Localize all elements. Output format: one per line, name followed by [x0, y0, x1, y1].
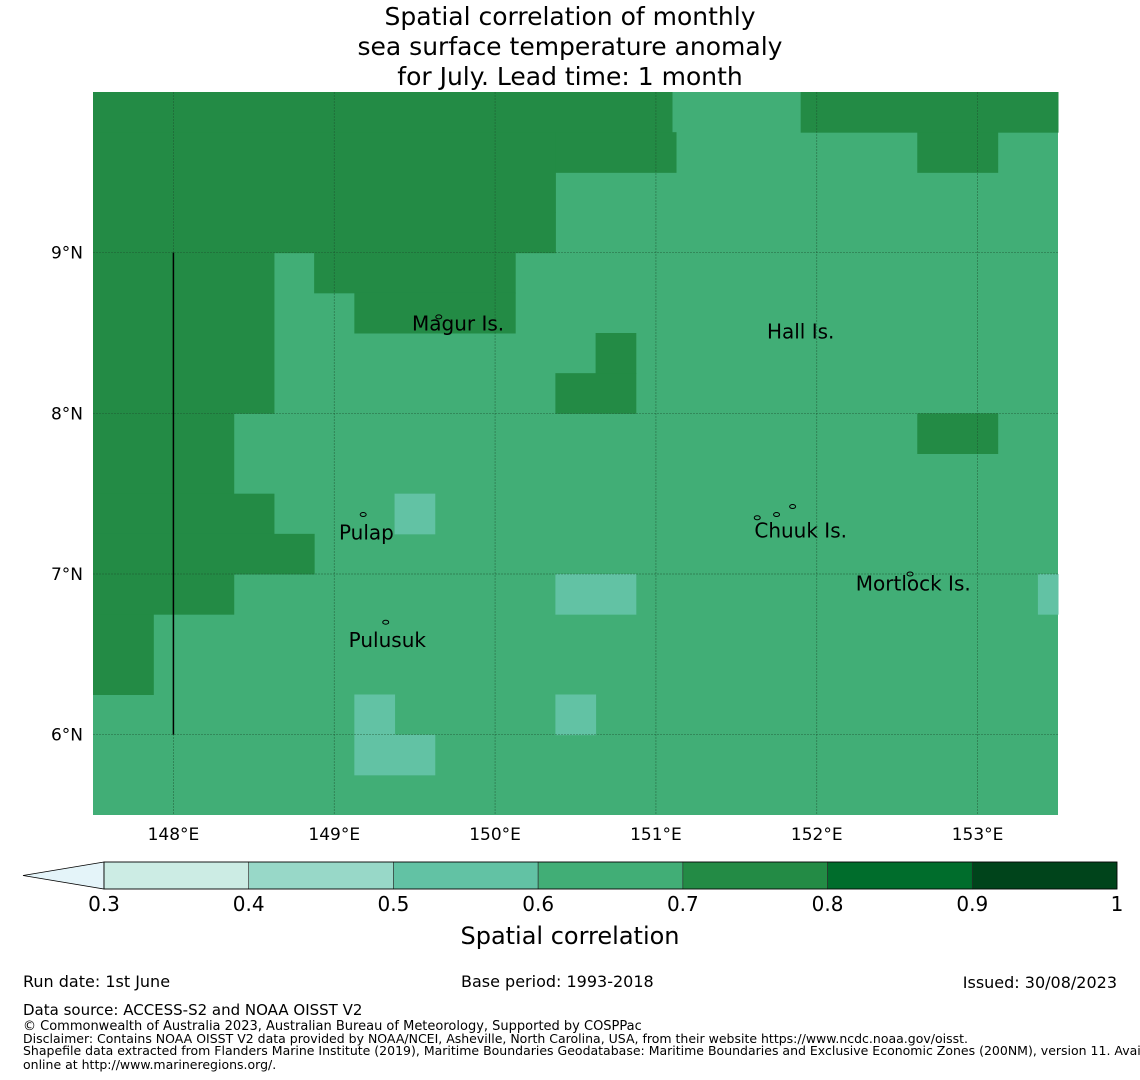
chart-title: Spatial correlation of monthly sea surfa…: [0, 2, 1140, 92]
title-line-1: Spatial correlation of monthly: [384, 2, 756, 31]
place-label: Hall Is.: [767, 320, 834, 344]
correlation-cell: [917, 132, 999, 173]
lon-tick-label: 150°E: [469, 825, 521, 845]
correlation-cell: [1037, 574, 1059, 615]
correlation-cell: [394, 493, 436, 535]
shapefile-credit-line-2: online at http://www.marineregions.org/.: [23, 1057, 277, 1072]
correlation-cell: [93, 614, 154, 695]
colorbar-tick-label: 0.9: [956, 892, 988, 916]
copyright-notice: © Commonwealth of Australia 2023, Austra…: [23, 1019, 642, 1034]
island-outline: [906, 571, 914, 577]
lat-tick-label: 6°N: [51, 726, 83, 746]
correlation-cell: [555, 574, 637, 615]
lat-tick-label: 8°N: [51, 404, 83, 424]
place-label: Pulap: [339, 520, 394, 544]
base-period: Base period: 1993-2018: [461, 972, 654, 991]
colorbar-tick-label: 0.8: [812, 892, 844, 916]
title-line-3: for July. Lead time: 1 month: [397, 62, 743, 91]
disclaimer: Disclaimer: Contains NOAA OISST V2 data …: [23, 1031, 968, 1046]
correlation-cell: [93, 413, 235, 495]
place-label: Chuuk Is.: [754, 519, 847, 543]
correlation-cell: [93, 493, 275, 535]
place-label: Magur Is.: [412, 311, 504, 335]
title-line-2: sea surface temperature anomaly: [357, 32, 783, 61]
colorbar-segment: [103, 861, 250, 890]
colorbar-segment: [827, 861, 973, 890]
island-outline: [382, 619, 390, 625]
correlation-cell: [800, 92, 1059, 133]
data-source: Data source: ACCESS-S2 and NOAA OISST V2: [23, 1001, 363, 1019]
correlation-cell: [93, 132, 556, 213]
correlation-cell: [595, 333, 637, 374]
lon-tick-label: 149°E: [308, 825, 360, 845]
correlation-cell: [354, 292, 516, 334]
correlation-cell: [93, 574, 235, 615]
correlation-cell: [93, 92, 673, 133]
colorbar-tick-label: 1: [1111, 892, 1124, 916]
correlation-cell: [314, 252, 516, 294]
correlation-cell: [354, 734, 436, 776]
correlation-cell: [354, 694, 396, 736]
colorbar-tick-label: 0.6: [522, 892, 554, 916]
colorbar-label: Spatial correlation: [460, 922, 679, 950]
island-outline: [435, 314, 443, 320]
map-figure: Magur Is. Hall Is. Pulap Chuuk Is. Mortlock …: [22, 92, 1124, 950]
colorbar-extension-arrow: [22, 861, 105, 890]
correlation-cell: [555, 132, 677, 173]
island-outline: [773, 512, 781, 518]
lon-tick-label: 153°E: [952, 825, 1004, 845]
island-outline: [789, 504, 797, 510]
correlation-cell: [93, 252, 275, 414]
lon-tick-label: 148°E: [148, 825, 200, 845]
correlation-cell: [555, 694, 597, 736]
place-label: Mortlock Is.: [856, 572, 971, 596]
lat-tick-label: 7°N: [51, 565, 83, 585]
correlation-cell: [917, 413, 999, 454]
colorbar-tick-label: 0.7: [667, 892, 699, 916]
colorbar-segment: [537, 861, 684, 890]
lon-tick-label: 151°E: [630, 825, 682, 845]
island-outline: [359, 512, 367, 518]
colorbar-tick-label: 0.4: [233, 892, 265, 916]
colorbar-segment: [971, 861, 1118, 890]
colorbar-segment: [248, 861, 394, 890]
colorbar-tick-label: 0.3: [88, 892, 120, 916]
lon-tick-label: 152°E: [791, 825, 843, 845]
colorbar-segment: [393, 861, 539, 890]
run-date: Run date: 1st June: [23, 972, 171, 991]
correlation-cell: [555, 373, 637, 414]
correlation-cell: [93, 212, 556, 254]
correlation-cell: [93, 533, 315, 575]
shapefile-credit-line-1: Shapefile data extracted from Flanders M…: [23, 1043, 1140, 1058]
place-label: Pulusuk: [349, 628, 427, 652]
issued-date: Issued: 30/08/2023: [962, 973, 1117, 992]
colorbar-segment: [682, 861, 828, 890]
lat-tick-label: 9°N: [51, 244, 83, 264]
colorbar-tick-label: 0.5: [378, 892, 410, 916]
island-outline: [753, 515, 761, 521]
colorbar-frame: [103, 861, 1118, 890]
